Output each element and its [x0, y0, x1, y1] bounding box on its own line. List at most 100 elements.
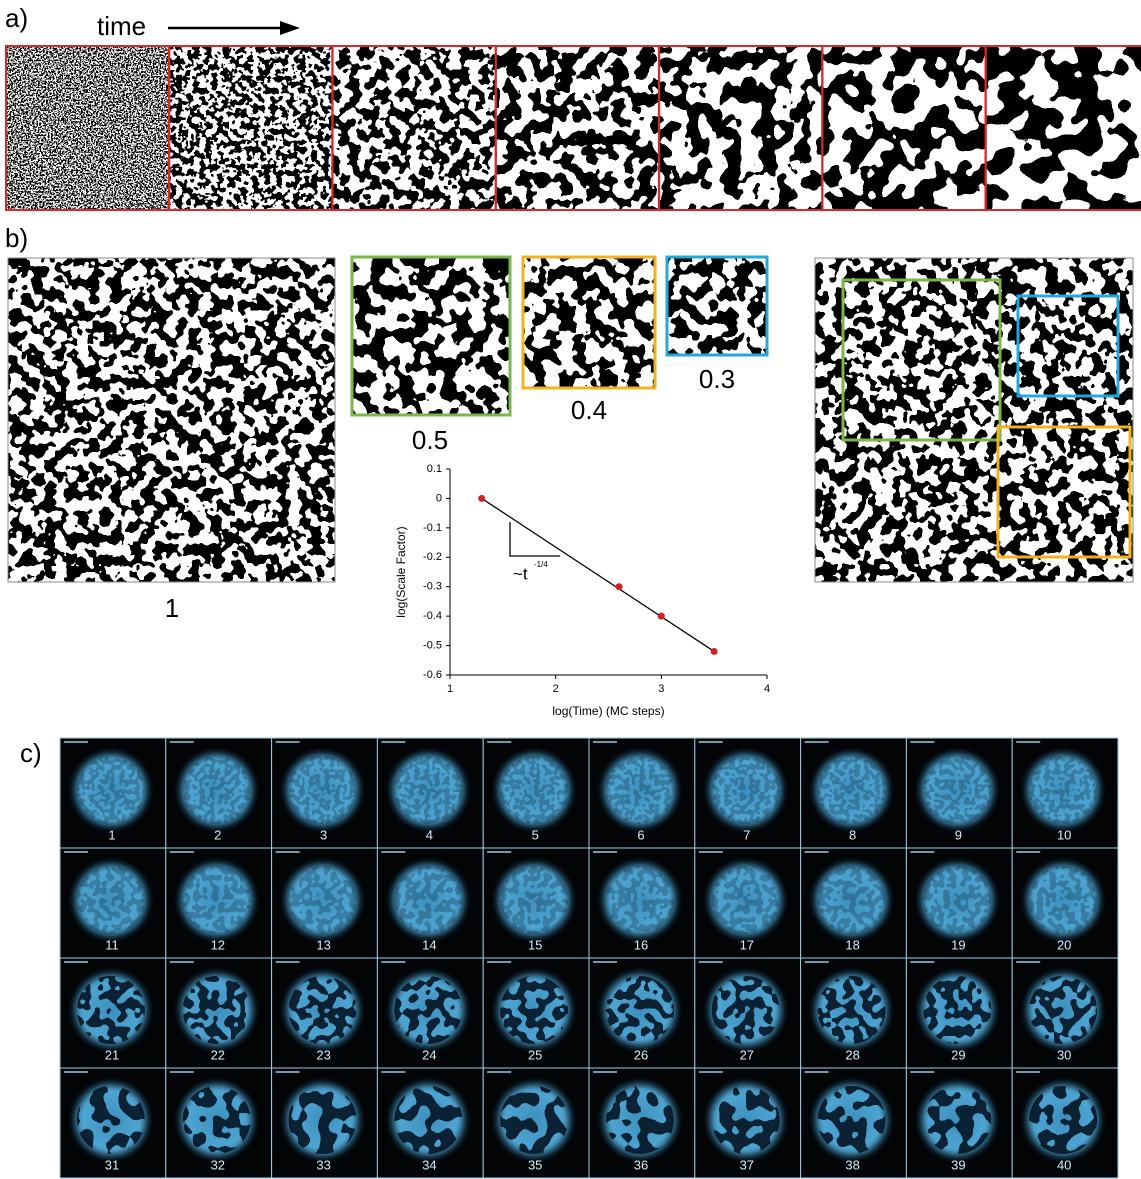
frame-number: 21	[105, 1047, 119, 1062]
frame-number: 35	[528, 1157, 542, 1172]
frame-number: 38	[845, 1157, 859, 1172]
y-axis-label: log(Scale Factor)	[394, 526, 408, 617]
domains	[289, 756, 357, 824]
domains	[289, 866, 357, 934]
frame-number: 26	[634, 1047, 648, 1062]
arrow-label: time	[97, 11, 146, 41]
frame-number: 31	[105, 1157, 119, 1172]
domains	[712, 756, 780, 824]
domains	[500, 1086, 568, 1154]
domains	[818, 756, 886, 824]
annotation-exponent: -1/4	[534, 560, 548, 569]
domains	[394, 976, 462, 1044]
frame-number: 25	[528, 1047, 542, 1062]
domains	[1029, 976, 1097, 1044]
y-tick-label: -0.6	[423, 669, 442, 681]
frame-number: 9	[955, 827, 962, 842]
domains	[712, 866, 780, 934]
data-point	[616, 583, 623, 590]
frame-number: 36	[634, 1157, 648, 1172]
domains	[712, 976, 780, 1044]
frame-number: 32	[211, 1157, 225, 1172]
pattern-image	[523, 257, 655, 388]
frame-number: 24	[422, 1047, 436, 1062]
data-point	[711, 648, 718, 655]
domains	[500, 976, 568, 1044]
frame-number: 27	[740, 1047, 754, 1062]
domains	[1029, 1086, 1097, 1154]
panel-label: a)	[5, 3, 28, 33]
frame-number: 33	[316, 1157, 330, 1172]
frame-number: 1	[108, 827, 115, 842]
domains	[77, 756, 145, 824]
domains	[818, 1086, 886, 1154]
domains	[289, 976, 357, 1044]
frame-number: 39	[951, 1157, 965, 1172]
domains	[818, 976, 886, 1044]
y-tick-label: -0.1	[423, 522, 442, 534]
scale-label: 0.3	[699, 364, 735, 394]
domains	[183, 756, 251, 824]
domains	[77, 866, 145, 934]
frame-number: 23	[316, 1047, 330, 1062]
y-tick-label: 0	[436, 492, 442, 504]
frame-number: 34	[422, 1157, 436, 1172]
frame-number: 8	[849, 827, 856, 842]
domains	[923, 1086, 991, 1154]
domains	[818, 866, 886, 934]
domains	[183, 976, 251, 1044]
domains	[500, 756, 568, 824]
pattern-image	[659, 46, 822, 210]
frame-number: 19	[951, 937, 965, 952]
domains	[923, 756, 991, 824]
domains	[606, 976, 674, 1044]
pattern-image	[986, 46, 1141, 210]
frame-number: 14	[422, 937, 436, 952]
pattern-image	[333, 46, 496, 210]
pattern-image	[352, 257, 510, 415]
pattern-image	[6, 46, 169, 210]
frame-number: 22	[211, 1047, 225, 1062]
domains	[1029, 866, 1097, 934]
frame-number: 7	[743, 827, 750, 842]
page: a) time b) c) 10.50.40.30.10-0.1-0.2-0.3…	[0, 0, 1141, 1179]
domains	[289, 1086, 357, 1154]
frame-number: 15	[528, 937, 542, 952]
panel-label: b)	[5, 223, 28, 253]
x-tick-label: 3	[658, 683, 664, 695]
frame-number: 5	[532, 827, 539, 842]
frame-number: 16	[634, 937, 648, 952]
domains	[606, 756, 674, 824]
scale-label: 0.4	[571, 395, 607, 425]
x-tick-label: 1	[447, 683, 453, 695]
scale-label: 0.5	[412, 425, 448, 455]
domains	[1029, 756, 1097, 824]
domains	[500, 866, 568, 934]
x-tick-label: 4	[764, 683, 770, 695]
frame-number: 3	[320, 827, 327, 842]
domains	[394, 756, 462, 824]
pattern-image	[667, 257, 767, 355]
frame-number: 4	[426, 827, 433, 842]
domains	[183, 1086, 251, 1154]
domains	[712, 1086, 780, 1154]
pattern-image	[8, 258, 335, 582]
frame-number: 10	[1057, 827, 1071, 842]
frame-number: 29	[951, 1047, 965, 1062]
frame-number: 20	[1057, 937, 1071, 952]
domains	[606, 1086, 674, 1154]
figure: a) time b) c) 10.50.40.30.10-0.1-0.2-0.3…	[0, 0, 1141, 1179]
pattern-image	[496, 46, 659, 210]
domains	[77, 976, 145, 1044]
domains	[394, 1086, 462, 1154]
domains	[394, 866, 462, 934]
frame-number: 13	[316, 937, 330, 952]
data-point	[658, 613, 665, 620]
pattern-image	[823, 46, 986, 210]
pattern-image	[815, 258, 1133, 582]
x-tick-label: 2	[553, 683, 559, 695]
frame-number: 28	[845, 1047, 859, 1062]
data-point	[478, 495, 485, 502]
annotation: ~t	[513, 564, 528, 583]
domains	[923, 866, 991, 934]
